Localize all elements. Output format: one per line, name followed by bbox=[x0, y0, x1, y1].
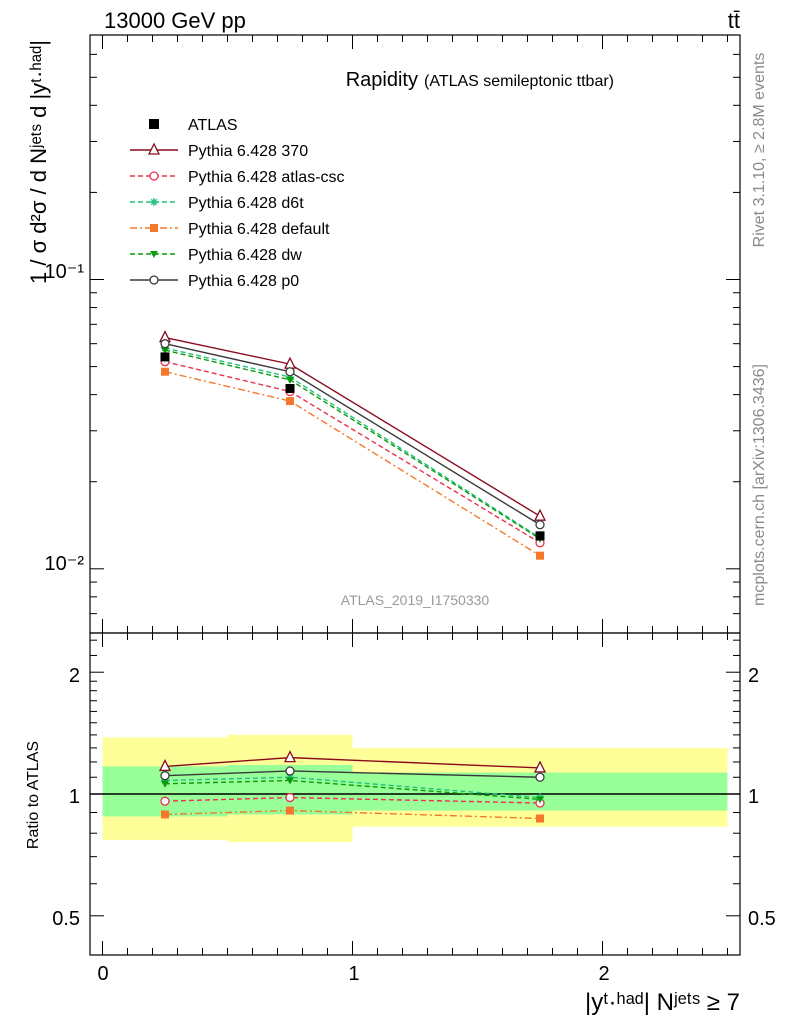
series-line-ratio-2 bbox=[164, 776, 541, 799]
x-tick-label-1: 1 bbox=[348, 963, 359, 985]
x-axis-label: |yᵗ·ʰᵃᵈ| Nʲᵉᵗˢ ≥ 7 bbox=[585, 989, 740, 1016]
series-line-main-5 bbox=[164, 343, 541, 526]
series-point-main-3-1 bbox=[286, 397, 294, 406]
series-point-ratio-0-0 bbox=[158, 758, 172, 772]
series-point-main-4-0 bbox=[161, 347, 169, 355]
legend: ATLAS Pythia 6.428 370 Pythia 6.428 atlas-… bbox=[130, 117, 345, 290]
series-lines bbox=[158, 330, 547, 823]
ratio-y-tick-label-right-0: 0.5 bbox=[748, 908, 776, 930]
x-tick-label-2: 2 bbox=[598, 963, 609, 985]
main-y-tick-label-0: 10⁻² bbox=[45, 553, 85, 575]
series-point-ratio-4-0 bbox=[161, 780, 169, 788]
ratio-y-tick-label-right-1: 1 bbox=[748, 786, 759, 808]
series-point-ratio-5-2 bbox=[535, 772, 545, 782]
legend-marker-4 bbox=[150, 224, 158, 232]
series-point-main-0-2 bbox=[533, 508, 547, 521]
ratio-bands bbox=[90, 734, 740, 843]
series-point-ratio-5-0 bbox=[160, 771, 170, 781]
series-point-ratio-3-1 bbox=[286, 806, 294, 815]
series-point-ratio-1-1 bbox=[285, 792, 295, 803]
series-point-ratio-3-0 bbox=[161, 810, 169, 819]
ratio-y-tick-label-right-2: 2 bbox=[748, 665, 759, 687]
main-y-axis-label: 1 / σ d²σ / d Nʲᵉᵗˢ d |yᵗ·ʰᵃᵈ| bbox=[26, 40, 51, 284]
series-point-ratio-0-1 bbox=[283, 750, 297, 763]
mcplots-label: mcplots.cern.ch [arXiv:1306.3436] bbox=[751, 364, 768, 606]
series-point-main-3-2 bbox=[536, 551, 544, 560]
series-point-ratio-5-1 bbox=[285, 766, 295, 776]
series-line-main-1 bbox=[164, 360, 541, 544]
series-point-ratio-3-2 bbox=[536, 814, 544, 823]
legend-marker-2 bbox=[149, 171, 159, 181]
data-point-1 bbox=[285, 383, 295, 393]
series-point-ratio-4-1 bbox=[286, 777, 294, 785]
legend-marker-3 bbox=[150, 198, 158, 206]
series-line-ratio-4 bbox=[164, 779, 541, 801]
data-point-2 bbox=[535, 531, 545, 541]
series-point-main-5-2 bbox=[535, 520, 545, 530]
series-point-ratio-0-2 bbox=[533, 760, 547, 773]
main-y-tick-label-1: 10⁻¹ bbox=[45, 261, 85, 283]
plot-subtitle: (ATLAS semileptonic ttbar) bbox=[424, 73, 614, 90]
legend-label-0: ATLAS bbox=[188, 117, 238, 134]
x-tick-label-0: 0 bbox=[97, 963, 108, 985]
plot-title: Rapidity bbox=[346, 69, 418, 91]
data-point-0 bbox=[160, 352, 170, 362]
series-line-ratio-1 bbox=[164, 796, 541, 804]
analysis-label: ATLAS_2019_I1750330 bbox=[341, 592, 490, 608]
legend-marker-6 bbox=[149, 275, 159, 285]
legend-label-4: Pythia 6.428 default bbox=[188, 221, 330, 238]
legend-label-3: Pythia 6.428 d6t bbox=[188, 195, 304, 212]
series-line-main-3 bbox=[164, 371, 541, 557]
legend-marker-0 bbox=[149, 119, 159, 129]
ratio-y-tick-label-left-2: 2 bbox=[69, 665, 80, 687]
series-point-ratio-4-2 bbox=[536, 796, 544, 804]
legend-marker-1 bbox=[147, 142, 161, 155]
series-point-main-5-1 bbox=[285, 367, 295, 377]
series-point-ratio-1-0 bbox=[160, 796, 170, 806]
ratio-y-tick-label-left-1: 1 bbox=[69, 786, 80, 808]
energy-label: 13000 GeV pp bbox=[104, 8, 246, 33]
series-line-main-4 bbox=[164, 349, 541, 540]
rivet-label: Rivet 3.1.10, ≥ 2.8M events bbox=[751, 53, 768, 248]
legend-label-6: Pythia 6.428 p0 bbox=[188, 273, 299, 290]
legend-label-5: Pythia 6.428 dw bbox=[188, 247, 302, 264]
legend-label-1: Pythia 6.428 370 bbox=[188, 143, 308, 160]
series-point-main-5-0 bbox=[160, 339, 170, 349]
legend-marker-5 bbox=[150, 251, 158, 258]
ratio-y-axis-label: Ratio to ATLAS bbox=[25, 741, 42, 849]
axis-ticks bbox=[90, 35, 740, 956]
tick-labels: 0 1 2 10⁻² 10⁻¹ 0.5 1 2 0.5 1 2 bbox=[45, 261, 776, 985]
series-point-main-3-0 bbox=[161, 367, 169, 376]
series-line-main-0 bbox=[164, 336, 541, 517]
ratio-y-tick-label-left-0: 0.5 bbox=[52, 908, 80, 930]
legend-label-2: Pythia 6.428 atlas-csc bbox=[188, 169, 345, 186]
series-point-main-4-1 bbox=[286, 376, 294, 384]
process-label: tt̄ bbox=[728, 8, 740, 33]
